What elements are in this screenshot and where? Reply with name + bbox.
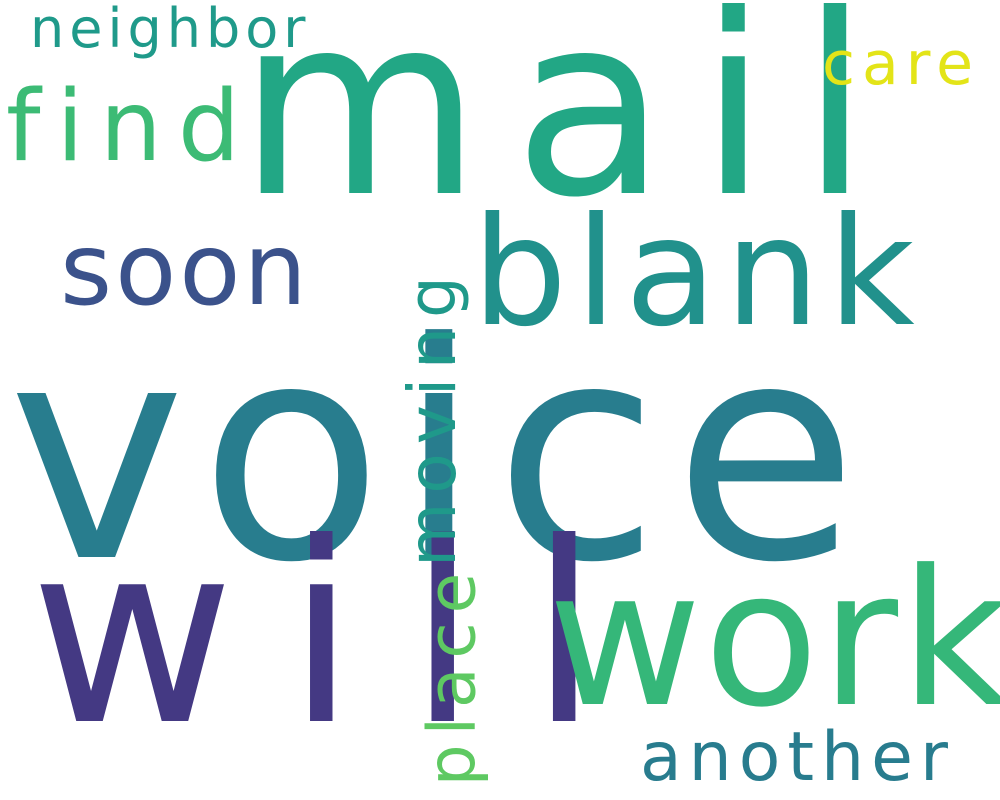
word-moving: moving xyxy=(393,267,471,567)
word-will: will xyxy=(30,489,651,780)
word-find: find xyxy=(6,70,257,184)
word-soon: soon xyxy=(60,211,310,328)
word-mail: mail xyxy=(238,0,902,252)
word-voice: voice xyxy=(8,279,872,628)
word-neighbor: neighbor xyxy=(30,0,311,60)
word-care: care xyxy=(822,29,981,99)
word-blank: blank xyxy=(472,186,923,360)
word-work: work xyxy=(548,530,1000,749)
word-place: place xyxy=(413,563,491,787)
word-another: another xyxy=(640,718,955,797)
